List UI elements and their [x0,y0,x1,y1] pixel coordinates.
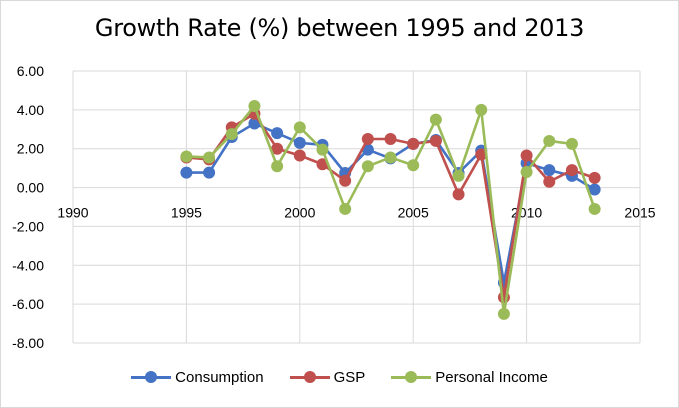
legend-dot [145,371,158,383]
x-tick-label: 2015 [624,205,655,221]
data-point [203,151,216,164]
data-point [497,307,510,320]
legend-item: Consumption [131,369,264,386]
y-tick-label: 0.00 [17,180,44,196]
data-point [316,143,329,156]
data-point [429,113,442,126]
data-point [316,158,329,171]
legend-dot [303,371,316,383]
y-axis-ticks: 6.00 4.00 2.00 0.00 -2.00 -4.00 -6.00 -8.00 [12,63,44,351]
data-point [429,134,442,147]
legend-label: Consumption [175,369,264,386]
y-tick-label: 4.00 [17,102,44,118]
data-point [588,202,601,215]
gridlines [72,70,641,344]
x-tick-label: 2000 [284,205,315,221]
data-point [271,127,284,140]
data-point [452,169,465,182]
series-personal-income [180,99,601,320]
y-tick-label: 2.00 [17,141,44,157]
series-line [186,122,596,285]
legend-dot [405,371,418,383]
data-point [588,171,601,184]
data-point [565,137,578,150]
series-layer [180,99,601,320]
data-point [180,166,193,179]
data-point [452,188,465,201]
data-point [407,137,420,150]
legend-label: GSP [333,369,366,386]
legend-marker-icon [131,371,172,383]
data-point [520,149,533,162]
chart-title: Growth Rate (%) between 1995 and 2013 [94,14,585,42]
legend-item: Personal Income [391,369,548,386]
data-point [180,150,193,163]
data-point [293,121,306,134]
data-point [271,160,284,173]
data-point [520,166,533,179]
x-axis-ticks: 1990 1995 2000 2005 2010 2015 [57,205,655,221]
series-gsp [180,107,601,304]
data-point [361,160,374,173]
x-tick-label: 1995 [171,205,202,221]
legend: Consumption GSP Personal Income [0,369,679,386]
data-point [293,149,306,162]
data-point [475,103,488,116]
y-tick-label: -4.00 [12,257,44,273]
y-tick-label: 6.00 [17,63,44,79]
data-point [407,159,420,172]
data-point [361,133,374,145]
legend-label: Personal Income [435,369,548,386]
data-point [248,99,261,112]
data-point [475,148,488,161]
data-point [271,142,284,155]
data-point [293,136,306,149]
data-point [384,151,397,164]
data-point [203,166,216,179]
y-tick-label: -8.00 [12,335,44,351]
x-tick-label: 1990 [57,205,88,221]
legend-item: GSP [289,369,366,386]
data-point [225,128,238,141]
legend-marker-icon [289,371,330,383]
data-point [339,174,352,187]
data-point [339,202,352,215]
y-tick-label: -2.00 [12,218,44,234]
data-point [384,133,397,145]
data-point [543,164,556,177]
x-tick-label: 2005 [398,205,429,221]
data-point [565,164,578,177]
y-tick-label: -6.00 [12,296,44,312]
data-point [588,183,601,196]
legend-marker-icon [391,371,432,383]
data-point [543,175,556,188]
data-point [543,134,556,147]
